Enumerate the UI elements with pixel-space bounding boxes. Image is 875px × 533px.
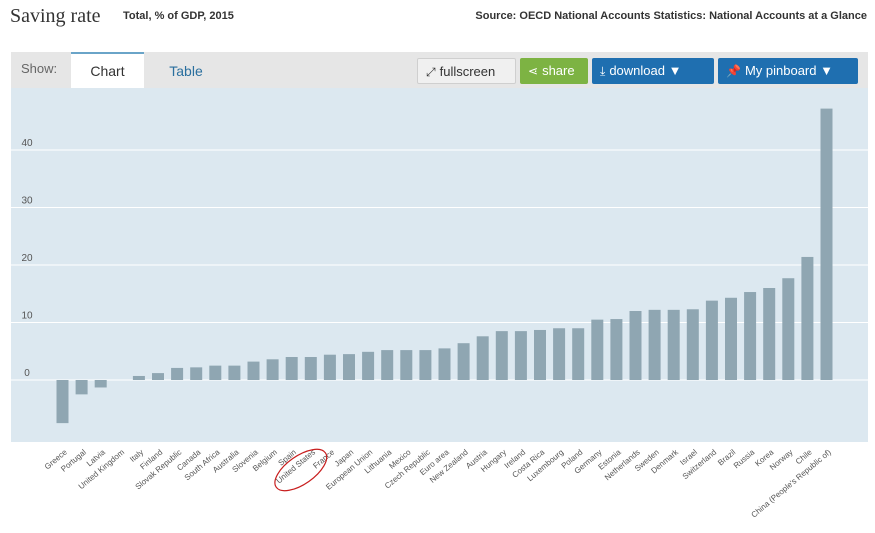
y-tick-label: 40 — [21, 138, 33, 149]
bar[interactable] — [763, 288, 776, 380]
download-label: download — [609, 63, 665, 78]
y-tick-label: 10 — [21, 311, 33, 322]
tab-chart[interactable]: Chart — [71, 52, 144, 88]
pin-icon: 📌 — [726, 64, 741, 78]
bar[interactable] — [514, 331, 527, 380]
share-icon: ⋖ — [528, 64, 539, 78]
tab-table[interactable]: Table — [169, 63, 203, 79]
pinboard-label: My pinboard — [744, 63, 817, 78]
bar[interactable] — [323, 354, 336, 380]
bar[interactable] — [362, 351, 375, 380]
bar[interactable] — [667, 309, 680, 380]
bar[interactable] — [56, 380, 69, 424]
bar[interactable] — [266, 359, 279, 380]
bar[interactable] — [782, 278, 795, 380]
chevron-down-icon: ▼ — [820, 63, 833, 78]
bar[interactable] — [495, 331, 508, 380]
x-tick-label: Russia — [732, 447, 757, 470]
bar[interactable] — [285, 357, 298, 380]
annotation-circle — [274, 448, 328, 492]
bar[interactable] — [190, 367, 203, 380]
page-subtitle: Total, % of GDP, 2015 — [123, 10, 234, 22]
bar[interactable] — [744, 292, 757, 380]
bar[interactable] — [801, 256, 814, 380]
bar[interactable] — [94, 380, 107, 388]
bar[interactable] — [209, 365, 222, 380]
bar[interactable] — [591, 319, 604, 380]
chart-toolbar: Show: Chart Table ⤢ fullscreen ⋖ share ⤓ do… — [11, 52, 868, 88]
bar[interactable] — [629, 311, 642, 380]
page-title: Saving rate — [10, 5, 101, 27]
fullscreen-label: fullscreen — [439, 64, 496, 79]
expand-icon: ⤢ — [426, 65, 436, 79]
bar[interactable] — [553, 328, 566, 380]
bar[interactable] — [457, 343, 470, 380]
bar[interactable] — [648, 309, 661, 380]
y-tick-label: 20 — [21, 253, 33, 264]
bar[interactable] — [610, 319, 623, 380]
bar[interactable] — [476, 336, 489, 380]
bar[interactable] — [534, 329, 546, 380]
bar[interactable] — [686, 309, 699, 380]
share-label: share — [542, 63, 575, 78]
bar[interactable] — [228, 365, 241, 380]
bar[interactable] — [820, 108, 833, 380]
download-button[interactable]: ⤓ download ▼ — [592, 58, 714, 84]
bar[interactable] — [381, 350, 394, 380]
y-tick-label: 0 — [24, 368, 30, 379]
download-icon: ⤓ — [600, 64, 606, 78]
bar[interactable] — [132, 375, 145, 380]
bar[interactable] — [75, 380, 88, 395]
bar[interactable] — [247, 361, 260, 380]
show-label: Show: — [21, 61, 58, 76]
source-note: Source: OECD National Accounts Statistic… — [475, 10, 867, 22]
bar[interactable] — [705, 300, 718, 380]
bar[interactable] — [343, 354, 355, 380]
bar[interactable] — [725, 297, 737, 380]
y-tick-label: 30 — [21, 196, 33, 207]
bar[interactable] — [419, 350, 432, 380]
bar[interactable] — [572, 328, 585, 380]
bar[interactable] — [400, 350, 413, 380]
pinboard-button[interactable]: 📌 My pinboard ▼ — [718, 58, 858, 84]
share-button[interactable]: ⋖ share — [520, 58, 588, 84]
fullscreen-button[interactable]: ⤢ fullscreen — [417, 58, 516, 84]
chevron-down-icon: ▼ — [668, 63, 682, 78]
bar[interactable] — [171, 367, 184, 380]
bar[interactable] — [438, 348, 451, 380]
bar[interactable] — [304, 357, 317, 380]
bar[interactable] — [152, 373, 164, 380]
